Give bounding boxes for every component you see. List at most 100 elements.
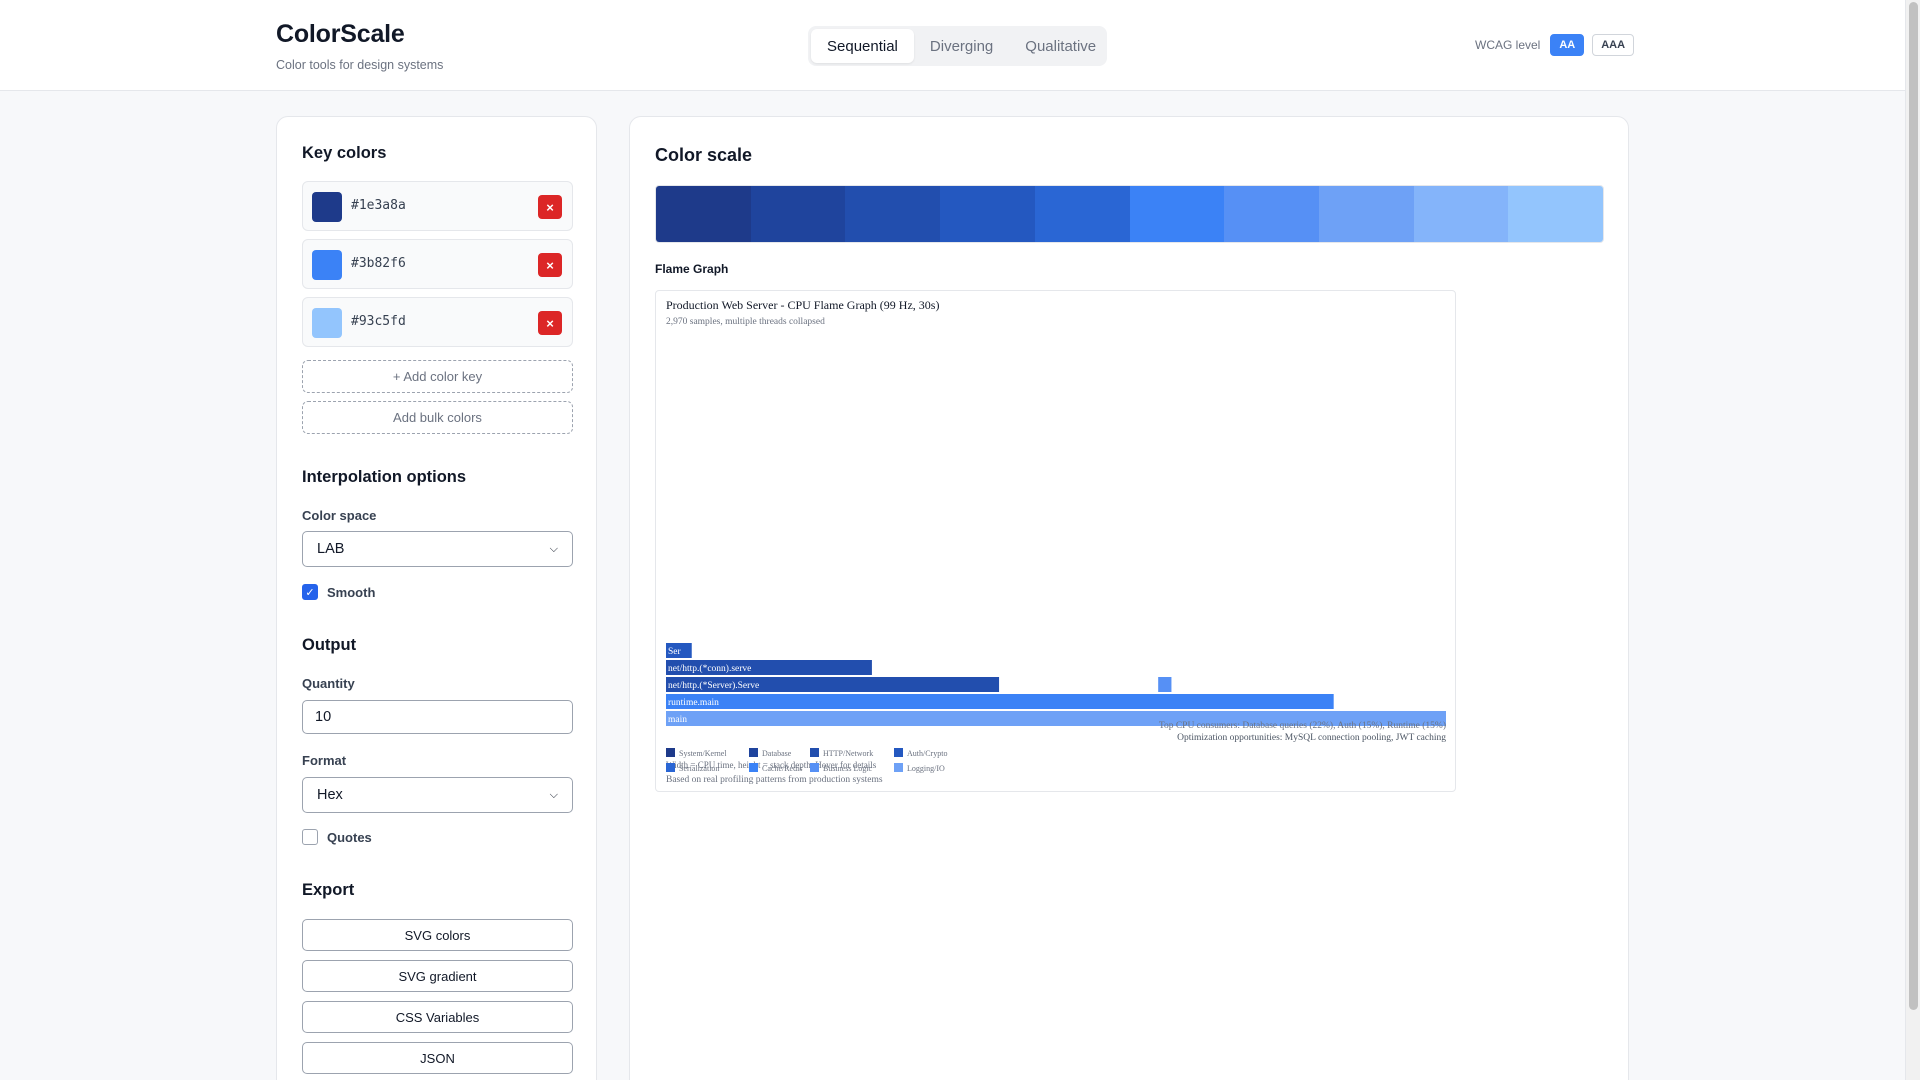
export-heading: Export [302,881,355,899]
export-svg-colors-button[interactable]: SVG colors [302,919,573,951]
export-json-button[interactable]: JSON [302,1042,573,1074]
checkbox-checked-icon[interactable]: ✓ [302,584,318,600]
export-svg-gradient-button[interactable]: SVG gradient [302,960,573,992]
legend-swatch [810,748,819,757]
chevron-down-icon: ⌵ [549,542,558,555]
legend-swatch [894,763,903,772]
flame-frame[interactable] [666,711,1446,726]
scale-swatch[interactable] [940,186,1035,242]
key-color-hex[interactable]: #3b82f6 [351,256,406,271]
flame-frame-label: net/http.(*Server).Serve [668,680,759,691]
wcag-label: WCAG level [1475,38,1541,52]
flame-frame[interactable] [666,677,1000,692]
brand: ColorScale Color tools for design system… [276,20,443,72]
remove-color-button[interactable]: × [538,195,562,219]
flame-graph-chart: Production Web Server - CPU Flame Graph … [655,290,1456,792]
scale-type-tabs: Sequential Diverging Qualitative [808,26,1107,66]
smooth-checkbox[interactable]: ✓ Smooth [302,584,375,600]
color-swatch[interactable] [312,308,342,338]
legend-swatch [749,763,758,772]
legend-label: Cache/Redis [762,764,802,773]
wcag-aaa-button[interactable]: AAA [1592,34,1635,56]
format-value: Hex [317,787,343,803]
wcag-level-selector: WCAG level AA AAA [1475,34,1635,56]
key-color-row: #3b82f6 × [302,239,573,289]
color-space-label: Color space [302,508,377,523]
scale-swatch[interactable] [845,186,941,242]
color-space-select[interactable]: LAB ⌵ [302,531,573,567]
scale-swatch[interactable] [1318,186,1414,242]
key-colors-heading: Key colors [302,144,387,162]
color-swatch[interactable] [312,250,342,280]
flame-frame-label: Ser [668,647,682,657]
format-label: Format [302,753,347,768]
flame-graph-summary-line1: Top CPU consumers: Database queries (22%… [1159,720,1446,731]
scrollbar-thumb[interactable] [1909,2,1918,1010]
legend-swatch [810,763,819,772]
key-color-row: #93c5fd × [302,297,573,347]
flame-graph-label: Flame Graph [655,262,729,276]
scale-swatch[interactable] [750,186,846,242]
flame-graph-source-note: Based on real profiling patterns from pr… [666,774,883,785]
color-scale-strip [655,185,1604,243]
preview-panel: Color scale Flame Graph Production Web S… [629,116,1629,1080]
key-color-hex[interactable]: #1e3a8a [351,198,406,213]
remove-color-button[interactable]: × [538,311,562,335]
tab-sequential[interactable]: Sequential [811,29,914,63]
output-heading: Output [302,636,357,654]
legend-label: Business Logic [823,764,873,773]
chevron-down-icon: ⌵ [549,788,558,801]
checkbox-unchecked-icon[interactable] [302,829,318,845]
flame-frame[interactable] [666,694,1334,709]
scale-swatch[interactable] [1413,186,1509,242]
page-scrollbar[interactable] [1905,0,1920,1080]
app-title: ColorScale [276,20,405,48]
quantity-input[interactable]: 10 [302,700,573,734]
flame-graph-svg: Production Web Server - CPU Flame Graph … [666,298,1446,785]
wcag-aa-button[interactable]: AA [1550,34,1585,56]
legend-swatch [894,748,903,757]
flame-graph-subtitle: 2,970 samples, multiple threads collapse… [666,317,825,327]
flame-frame[interactable] [666,660,872,675]
color-space-value: LAB [317,541,345,557]
flame-frame-label: net/http.(*conn).serve [668,663,751,674]
interpolation-heading: Interpolation options [302,468,467,486]
legend-label: HTTP/Network [823,749,873,758]
scale-swatch[interactable] [656,186,751,242]
scale-swatch[interactable] [1129,186,1225,242]
color-scale-heading: Color scale [655,145,753,165]
flame-graph-footer-note: Width = CPU time, height = stack depth. … [666,760,877,770]
scale-swatch[interactable] [1508,186,1603,242]
legend-label: Serialization [679,764,719,773]
legend-label: Auth/Crypto [907,749,947,758]
export-css-variables-button[interactable]: CSS Variables [302,1001,573,1033]
legend-label: Database [762,749,792,758]
legend-swatch [666,748,675,757]
add-color-key-button[interactable]: + Add color key [302,360,573,393]
format-select[interactable]: Hex ⌵ [302,777,573,813]
key-color-hex[interactable]: #93c5fd [351,314,406,329]
flame-graph-summary-line2: Optimization opportunities: MySQL connec… [1177,733,1446,743]
quantity-label: Quantity [302,676,355,691]
quotes-checkbox[interactable]: Quotes [302,829,372,845]
flame-frame[interactable] [666,643,692,658]
remove-color-button[interactable]: × [538,253,562,277]
tab-diverging[interactable]: Diverging [929,37,994,55]
scale-swatch[interactable] [1224,186,1319,242]
scale-swatch[interactable] [1034,186,1130,242]
tab-qualitative[interactable]: Qualitative [1025,37,1097,55]
app-subtitle: Color tools for design systems [276,58,444,72]
smooth-label: Smooth [327,584,376,600]
key-color-row: #1e3a8a × [302,181,573,231]
app-header: ColorScale Color tools for design system… [0,0,1905,91]
quotes-label: Quotes [327,829,372,845]
legend-swatch [749,748,758,757]
color-swatch[interactable] [312,192,342,222]
flame-frame-label: runtime.main [668,698,719,708]
flame-graph-title: Production Web Server - CPU Flame Graph … [666,298,939,312]
legend-swatch [666,763,675,772]
flame-frame[interactable] [1158,677,1172,692]
add-bulk-colors-button[interactable]: Add bulk colors [302,401,573,434]
settings-panel: Key colors #1e3a8a × #3b82f6 × #93c5fd ×… [276,116,597,1080]
legend-label: Logging/IO [907,764,945,773]
